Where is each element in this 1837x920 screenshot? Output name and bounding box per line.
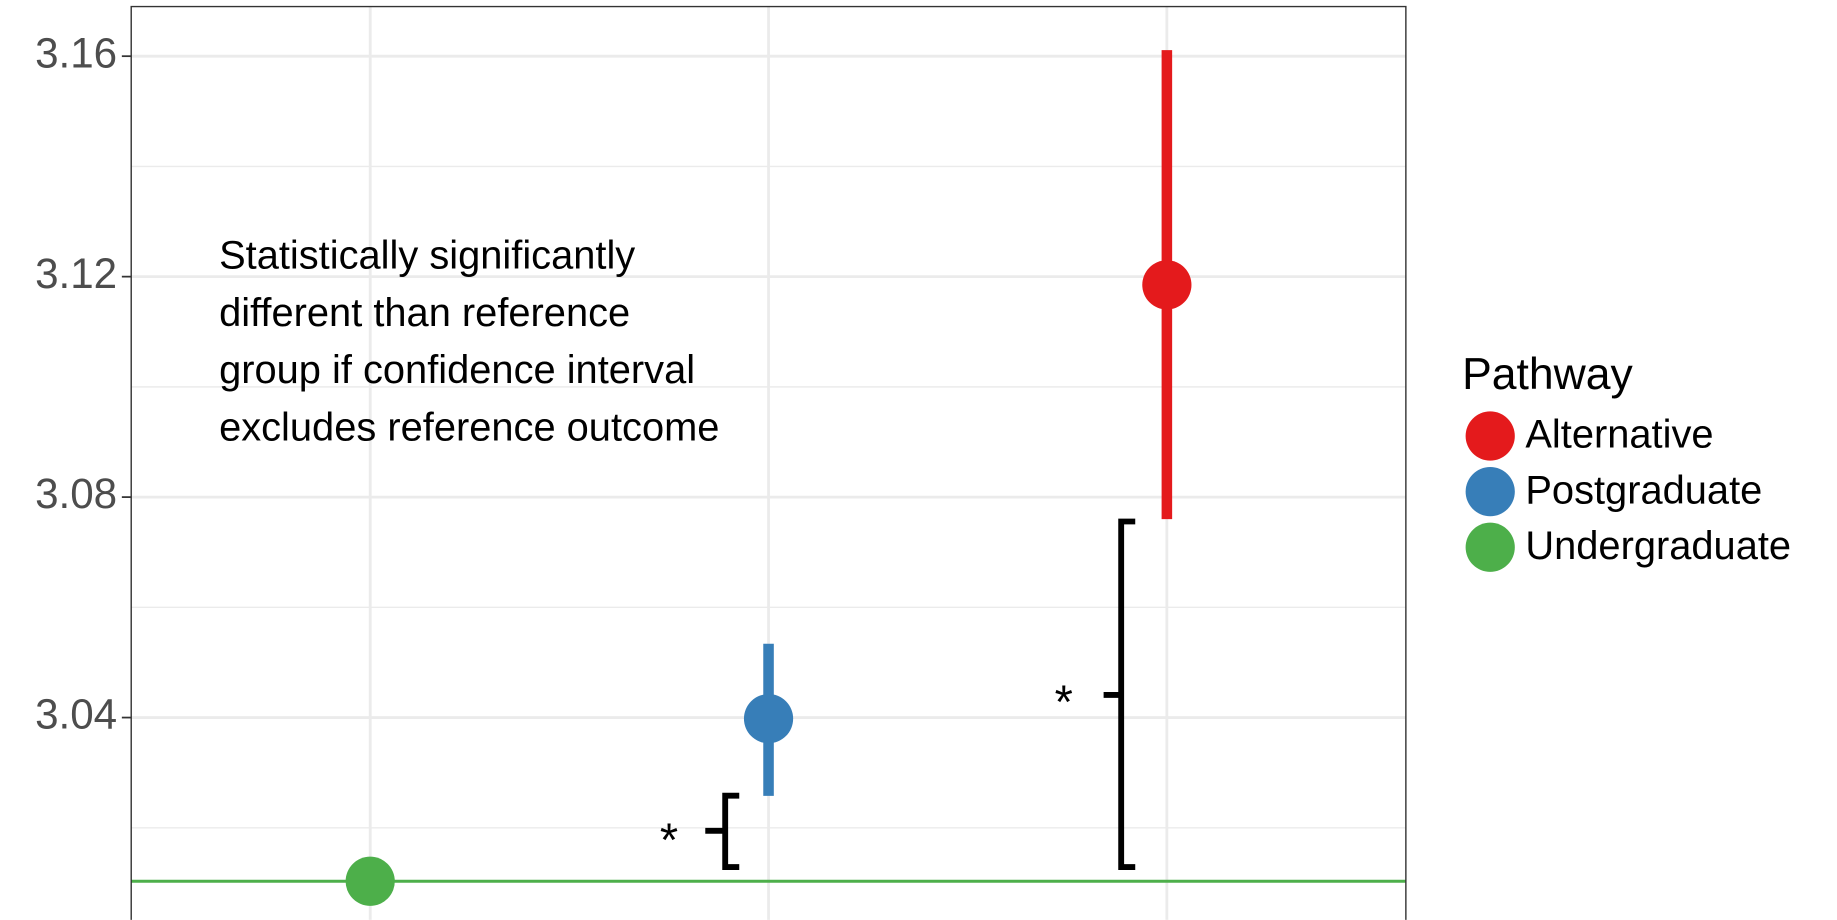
y-tick-label: 3.08 [35, 470, 117, 517]
panel-border [130, 5, 1407, 920]
annotation: Statistically significantly [219, 233, 635, 277]
point [345, 856, 395, 906]
marks [131, 50, 1406, 906]
legend-title: Pathway [1462, 350, 1633, 399]
significance-mark: * [1055, 676, 1073, 728]
legend-label: Alternative [1525, 413, 1713, 457]
significance-mark: * [660, 814, 678, 866]
legend-label: Undergraduate [1525, 524, 1791, 568]
bracket [1103, 518, 1136, 871]
legend-label: Postgraduate [1525, 468, 1762, 512]
y-tick-label: 3.12 [35, 250, 117, 297]
point [743, 694, 794, 744]
point [1142, 260, 1192, 310]
bracket [705, 792, 740, 871]
legend-key [1465, 522, 1515, 572]
annotation: group if confidence interval [219, 348, 695, 392]
y-tick-label: 3.04 [35, 691, 117, 738]
annotation: excludes reference outcome [219, 406, 719, 450]
annotation: different than reference [219, 291, 630, 335]
legend-key [1465, 411, 1515, 461]
y-tick-label: 3.16 [35, 29, 117, 76]
legend-key [1465, 467, 1515, 517]
